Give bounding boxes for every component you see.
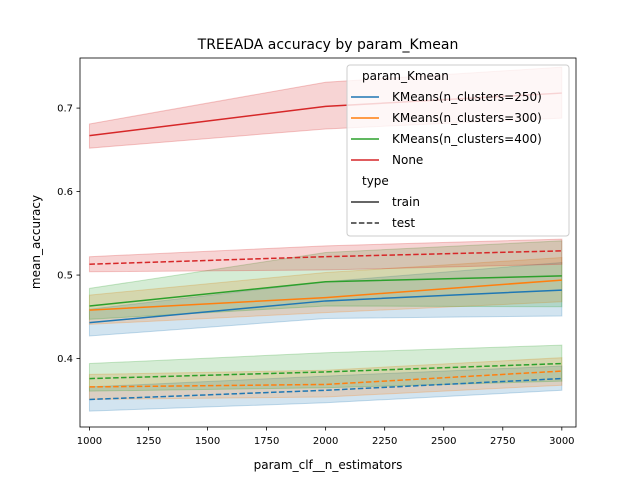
x-tick-label: 1500 [195,436,220,447]
legend-entry-kmeans-n-clusters-400: KMeans(n_clusters=400) [392,132,542,146]
x-tick-label: 1000 [77,436,102,447]
x-axis-label: param_clf__n_estimators [254,458,403,472]
y-axis-ticks: 0.4 0.5 0.6 0.7 [57,104,80,365]
legend-entry-test: test [392,216,415,230]
band-kmeans-n-clusters-300-train [88,256,563,325]
legend-style-title: type [362,174,389,188]
y-tick-label: 0.4 [57,354,73,365]
x-tick-label: 2250 [372,436,397,447]
x-tick-label: 1750 [254,436,279,447]
x-tick-label: 2000 [313,436,338,447]
y-tick-label: 0.5 [57,271,73,282]
band-kmeans-n-clusters-250-test [88,365,563,412]
plot-frame [79,57,577,428]
legend-entry-none: None [392,153,423,167]
y-tick-label: 0.7 [57,104,73,115]
y-axis-label: mean_accuracy [29,195,43,289]
y-tick-label: 0.6 [57,187,73,198]
x-tick-label: 2750 [490,436,515,447]
legend-entry-kmeans-n-clusters-300: KMeans(n_clusters=300) [392,111,542,125]
x-tick-label: 2500 [431,436,456,447]
line-kmeans-n-clusters-300-train [89,279,562,311]
x-tick-label: 3000 [549,436,574,447]
line-kmeans-n-clusters-400-train [89,275,562,307]
legend: param_Kmean KMeans(n_clusters=250) KMeans(… [346,64,570,237]
line-kmeans-n-clusters-250-train [89,289,562,324]
chart-title: TREEADA accuracy by param_Kmean [197,37,459,53]
band-kmeans-n-clusters-400-test [88,344,563,392]
legend-entry-kmeans-n-clusters-250: KMeans(n_clusters=250) [392,90,542,104]
band-none-test [88,238,563,273]
x-axis-ticks: 1000 1250 1500 1750 2000 2250 2500 2750 3000 [77,427,575,447]
legend-hue-title: param_Kmean [362,69,449,83]
band-kmeans-n-clusters-400-train [88,240,563,320]
legend-entry-train: train [392,195,420,209]
x-tick-label: 1250 [136,436,161,447]
legend-box [346,64,570,237]
